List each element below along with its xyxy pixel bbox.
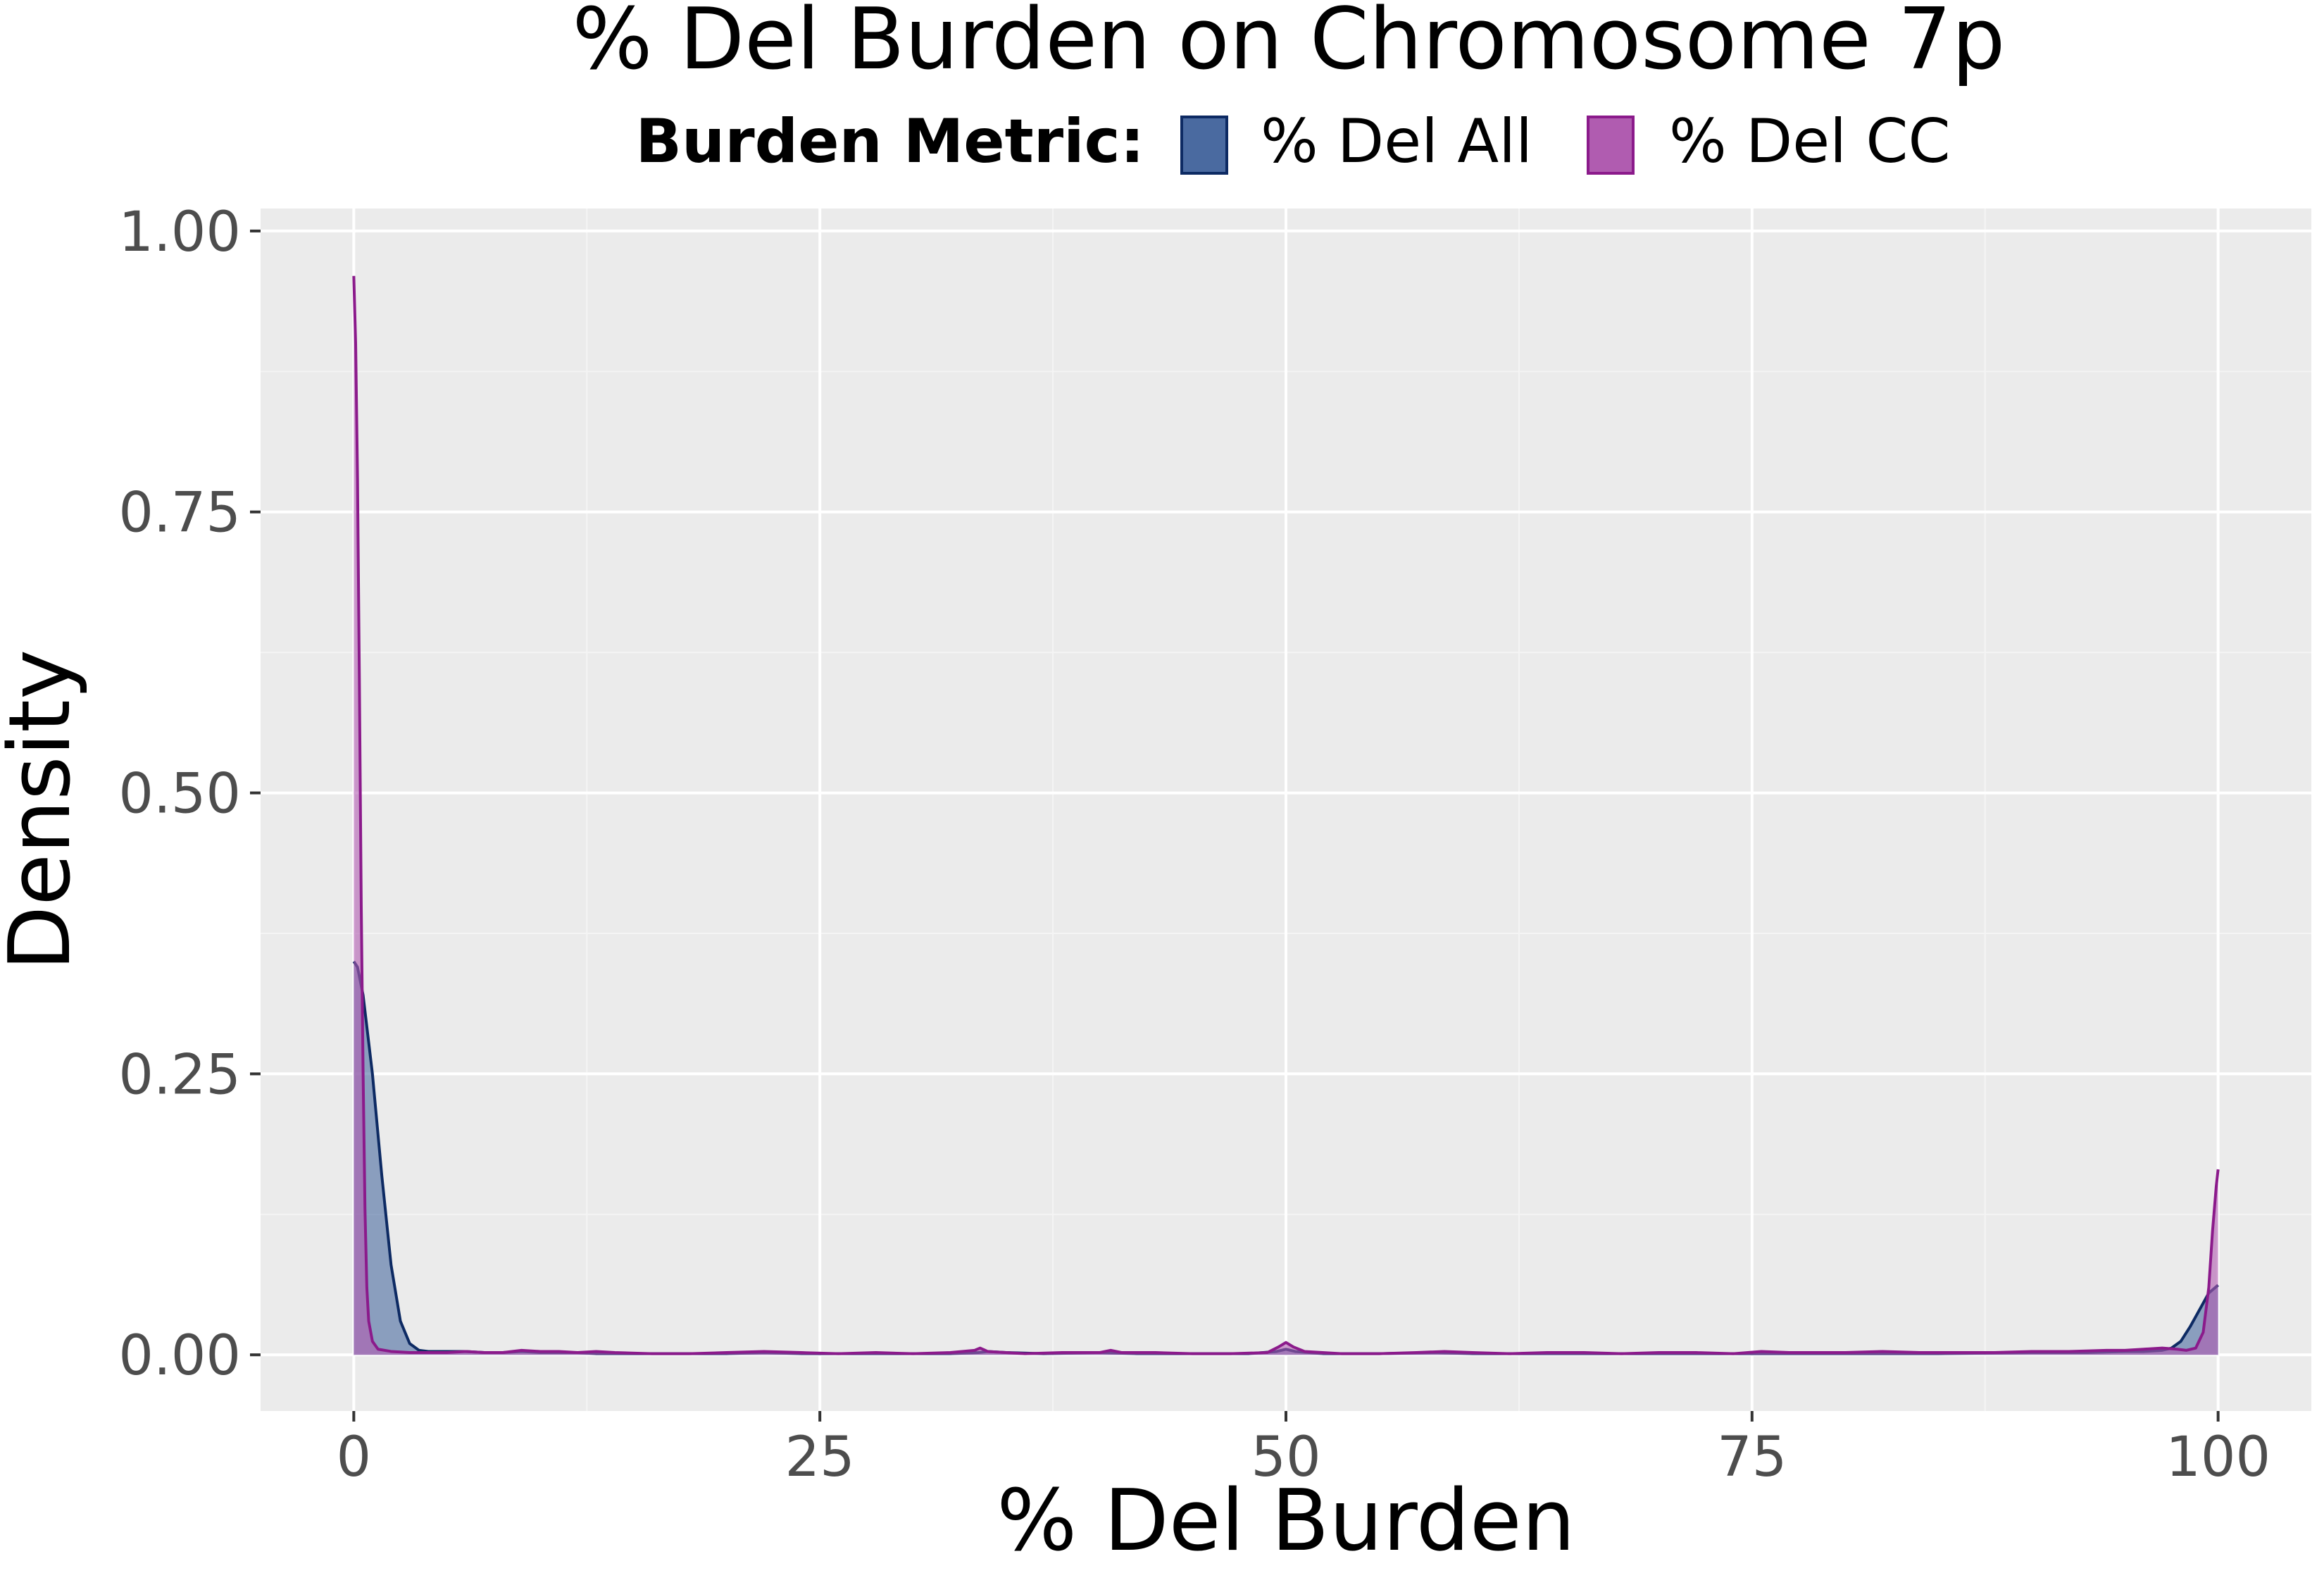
y-tick-label: 0.75 xyxy=(118,482,241,545)
y-tick-label: 0.50 xyxy=(118,763,241,826)
axes: 0 25 50 75 100 0.00 0.25 0.50 0.75 1.00 xyxy=(118,201,2270,1489)
x-tick-label: 100 xyxy=(2166,1426,2270,1489)
legend-key-del-all xyxy=(1180,116,1228,175)
legend-key-del-cc xyxy=(1587,116,1635,175)
x-tick-label: 75 xyxy=(1717,1426,1787,1489)
x-tick-label: 50 xyxy=(1251,1426,1320,1489)
y-tick-label: 0.25 xyxy=(118,1043,241,1107)
y-tick-label: 1.00 xyxy=(118,201,241,264)
legend-label-del-all: % Del All xyxy=(1261,106,1532,177)
legend-title: Burden Metric: xyxy=(635,106,1144,177)
density-line-del-cc xyxy=(352,275,2220,1355)
x-axis-title: % Del Burden xyxy=(997,1472,1575,1570)
legend: Burden Metric: % Del All % Del CC xyxy=(635,106,1950,177)
x-tick-label: 25 xyxy=(785,1426,855,1489)
chart-title: % Del Burden on Chromosome 7p xyxy=(573,0,2006,89)
x-tick-label: 0 xyxy=(337,1426,372,1489)
y-tick-label: 0.00 xyxy=(118,1324,241,1388)
legend-label-del-cc: % Del CC xyxy=(1669,106,1951,177)
y-axis-title: Density xyxy=(0,649,89,971)
density-series xyxy=(352,275,2220,1355)
